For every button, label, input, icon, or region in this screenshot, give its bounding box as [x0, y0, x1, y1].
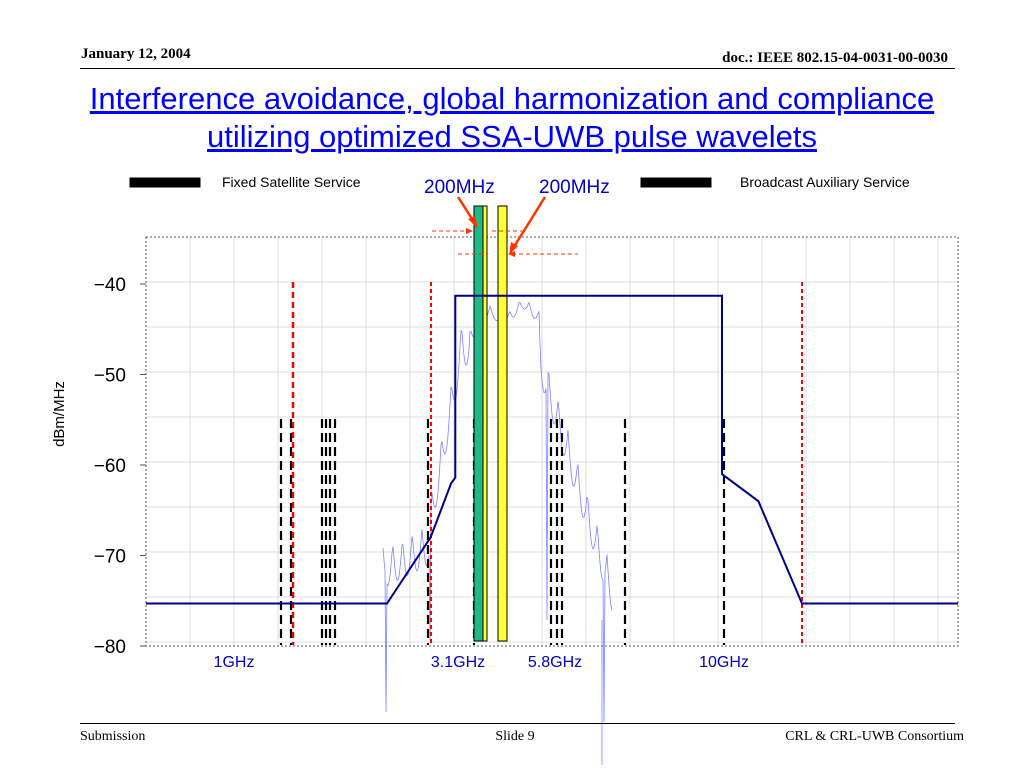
- footer-rule: [80, 723, 955, 724]
- annotation-200mhz-right: 200MHz: [539, 177, 610, 198]
- emission-mask: [146, 294, 958, 605]
- annotation-dim-arrow-left: [466, 228, 473, 234]
- legend-swatch-fss: [129, 177, 201, 188]
- y-axis-label: dBm/MHz: [51, 381, 68, 447]
- y-tick-label: −50: [94, 366, 126, 387]
- x-marker-label: 1GHz: [214, 654, 255, 671]
- limit-lines: [279, 282, 803, 645]
- bas-band: [473, 205, 484, 642]
- y-tick-label: −70: [94, 547, 126, 568]
- annotation-200mhz-left: 200MHz: [424, 177, 495, 198]
- header-rule: [80, 68, 955, 69]
- annotation-arrowhead-right: [509, 242, 518, 255]
- header-date: January 12, 2004: [81, 46, 191, 62]
- y-axis-ticks: −40 −50 −60 −70 −80: [94, 275, 146, 658]
- annotation-dim-arrow-right: [508, 251, 515, 257]
- legend-swatch-bas: [640, 177, 712, 188]
- x-marker-label: 3.1GHz: [431, 654, 485, 671]
- plot-frame: [145, 236, 959, 647]
- annotation-arrow-right: [510, 196, 547, 251]
- mask-line: [146, 294, 958, 605]
- y-tick-label: −60: [94, 456, 126, 477]
- slide-title: Interference avoidance, global harmoniza…: [89, 81, 935, 154]
- frequency-labels: 1GHz 3.1GHz 5.8GHz 10GHz: [214, 654, 749, 671]
- header-doc-id: doc.: IEEE 802.15-04-0031-00-0030: [722, 50, 948, 66]
- footer-submission: Submission: [80, 729, 146, 744]
- legend-label-fss: Fixed Satellite Service: [222, 174, 361, 190]
- y-tick-label: −40: [94, 275, 126, 296]
- x-marker-label: 5.8GHz: [528, 654, 582, 671]
- legend: Fixed Satellite Service Broadcast Auxili…: [129, 174, 910, 190]
- fss-band-right: [497, 205, 508, 642]
- footer-slide-number: Slide 9: [495, 729, 535, 744]
- service-bands: [473, 205, 508, 642]
- annotation-arrowhead-left: [468, 216, 478, 229]
- bandwidth-annotations: 200MHz 200MHz: [424, 177, 610, 257]
- footer-organization: CRL & CRL-UWB Consortium: [785, 729, 964, 744]
- y-tick-label: −80: [94, 637, 126, 658]
- x-marker-label: 10GHz: [699, 654, 749, 671]
- legend-label-bas: Broadcast Auxiliary Service: [740, 174, 910, 190]
